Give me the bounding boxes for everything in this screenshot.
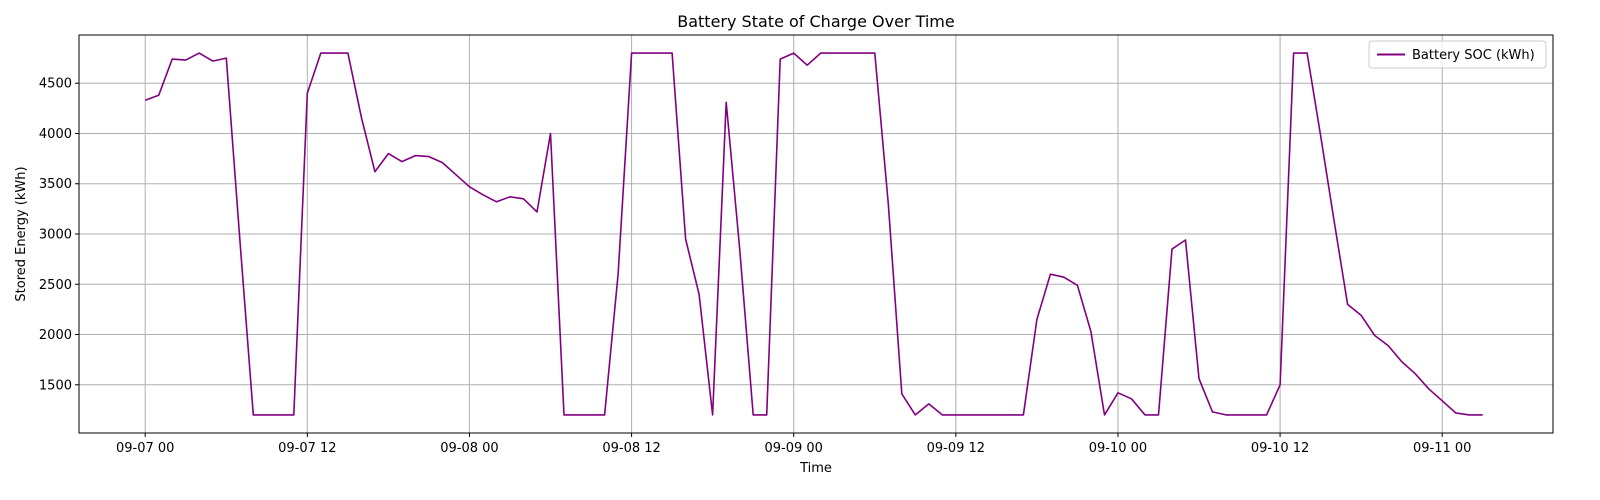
- x-tick-label: 09-08 12: [602, 441, 660, 456]
- x-tick-label: 09-09 00: [764, 441, 822, 456]
- x-tick-label: 09-10 12: [1251, 441, 1309, 456]
- plot-frame: [78, 34, 1554, 434]
- legend-label: Battery SOC (kWh): [1412, 48, 1535, 63]
- x-axis-ticks: 09-07 00 09-07 12 09-08 00 09-08 12 09-09 00…: [116, 433, 1471, 456]
- chart-title: Battery State of Charge Over Time: [677, 12, 954, 31]
- x-axis-label: Time: [799, 461, 832, 476]
- x-tick-label: 09-07 12: [278, 441, 336, 456]
- y-axis-ticks: 1500 2000 2500 3000 3500 4000 4500: [39, 77, 79, 393]
- y-tick-label: 4500: [39, 77, 72, 92]
- x-tick-label: 09-09 12: [927, 441, 985, 456]
- x-tick-label: 09-08 00: [440, 441, 498, 456]
- y-tick-label: 3000: [39, 228, 72, 243]
- y-axis-label: Stored Energy (kWh): [14, 166, 29, 301]
- series-layer: [144, 52, 1483, 416]
- x-tick-label: 09-07 00: [116, 441, 174, 456]
- y-tick-label: 2500: [39, 278, 72, 293]
- soc-series-line: [144, 52, 1483, 416]
- y-tick-label: 3500: [39, 177, 72, 192]
- legend: Battery SOC (kWh): [1368, 40, 1547, 69]
- y-tick-label: 1500: [39, 378, 72, 393]
- grid-lines: [79, 35, 1553, 433]
- x-tick-label: 09-11 00: [1413, 441, 1471, 456]
- y-tick-label: 4000: [39, 127, 72, 142]
- x-tick-label: 09-10 00: [1089, 441, 1147, 456]
- y-tick-label: 2000: [39, 328, 72, 343]
- legend-box: [1368, 40, 1547, 69]
